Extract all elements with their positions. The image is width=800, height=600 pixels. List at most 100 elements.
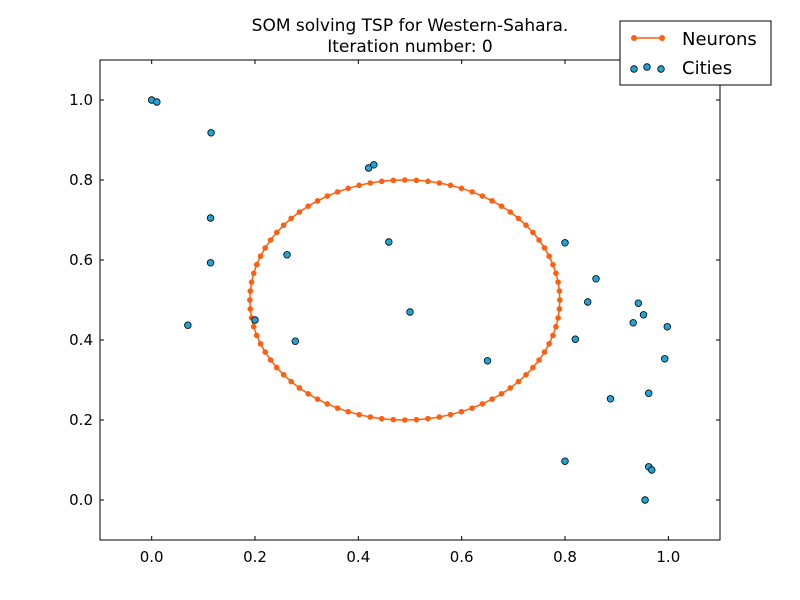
legend-box [619,20,772,86]
y-tick-label: 0.2 [69,411,93,429]
neuron-point [541,349,548,355]
city-point [251,316,259,324]
neuron-point [536,237,542,243]
neuron-point [247,306,254,312]
neuron-point [530,364,536,371]
neuron-point [390,416,397,423]
legend: Neurons Cities [619,20,772,86]
neuron-point [402,417,408,423]
neuron-point [489,396,495,402]
city-point [648,466,656,474]
legend-neurons-label: Neurons [682,29,757,50]
neuron-point [447,411,454,418]
city-point [634,299,643,307]
neuron-point [324,193,331,199]
neuron-point [553,270,559,277]
neuron-point [507,385,514,391]
neuron-point [262,349,268,355]
y-tick-label: 0.6 [69,251,93,269]
legend-cities-label: Cities [682,58,732,79]
neuron-point [334,405,341,411]
neuron-point [280,372,287,378]
neuron-point [345,185,352,192]
neuron-point [262,245,268,251]
city-point [606,395,615,403]
neuron-point [324,401,331,407]
neuron-point [553,323,559,330]
city-point [370,161,378,169]
neuron-point [507,209,514,215]
neuron-point [267,357,274,363]
city-point [584,298,592,306]
neuron-point [436,180,443,186]
neuron-point [479,401,486,407]
neuron-point [250,323,257,330]
neuron-point [345,408,352,415]
y-axis-ticks: 0.0 0.2 0.4 0.6 0.8 1.0 [69,91,720,509]
neuron-point [536,357,542,363]
neuron-point [555,279,561,285]
neuron-point [413,177,420,184]
city-point [291,337,299,345]
neuron-point [280,222,287,228]
neuron-point [556,306,563,312]
neuron-point [378,415,385,422]
neuron-point [546,253,552,259]
neuron-point [253,332,260,339]
neuron-point [296,385,303,391]
city-point [561,239,569,247]
chart-subtitle: Iteration number: 0 [327,37,493,57]
neuron-point [425,415,431,422]
plot-frame [99,59,721,541]
neuron-point [447,182,454,189]
neuron-point [425,178,431,185]
neuron-point [530,229,536,236]
neuron-point [402,177,408,183]
city-point [406,308,414,316]
city-point [639,311,648,319]
neuron-point [515,378,522,385]
city-point [184,321,192,329]
neuron-point [367,180,374,186]
y-tick-label: 0.4 [69,331,93,349]
neuron-point [479,193,486,199]
legend-neurons-marker [659,35,665,41]
neuron-point [253,261,260,268]
cities-series [147,96,671,504]
neuron-point [247,288,254,294]
neuron-point [356,182,362,189]
neuron-point [523,222,529,228]
plot-area: 0.0 0.2 0.4 0.6 0.8 1.0 0.0 0.2 0.4 0.6 0.8 1.0 [69,59,721,566]
neuron-point [248,279,255,285]
neuron-point [546,341,552,347]
x-tick-label: 1.0 [656,548,680,566]
legend-item-neurons: Neurons [631,29,757,50]
city-point [483,357,492,365]
x-tick-label: 0.6 [450,548,474,566]
neuron-point [550,332,556,339]
neuron-point [305,203,311,209]
chart-title: SOM solving TSP for Western-Sahara. [252,16,569,36]
neuron-point [250,270,257,277]
y-tick-label: 0.0 [69,491,93,509]
neuron-point [296,209,303,215]
neuron-point [469,405,475,411]
neuron-point [288,378,295,385]
city-point [206,259,215,267]
neuron-point [367,414,374,420]
neuron-point [515,215,522,222]
neuron-point [334,189,341,195]
neuron-point [273,364,280,371]
city-point [661,355,669,363]
neuron-point [458,185,465,192]
neurons-series [247,177,563,423]
legend-item-cities: Cities [630,58,732,79]
neuron-point [305,391,311,397]
x-tick-label: 0.0 [140,548,164,566]
city-point [206,214,215,222]
city-point [283,251,291,259]
city-point [571,335,580,343]
neuron-point [288,215,295,222]
neuron-point [489,198,495,204]
